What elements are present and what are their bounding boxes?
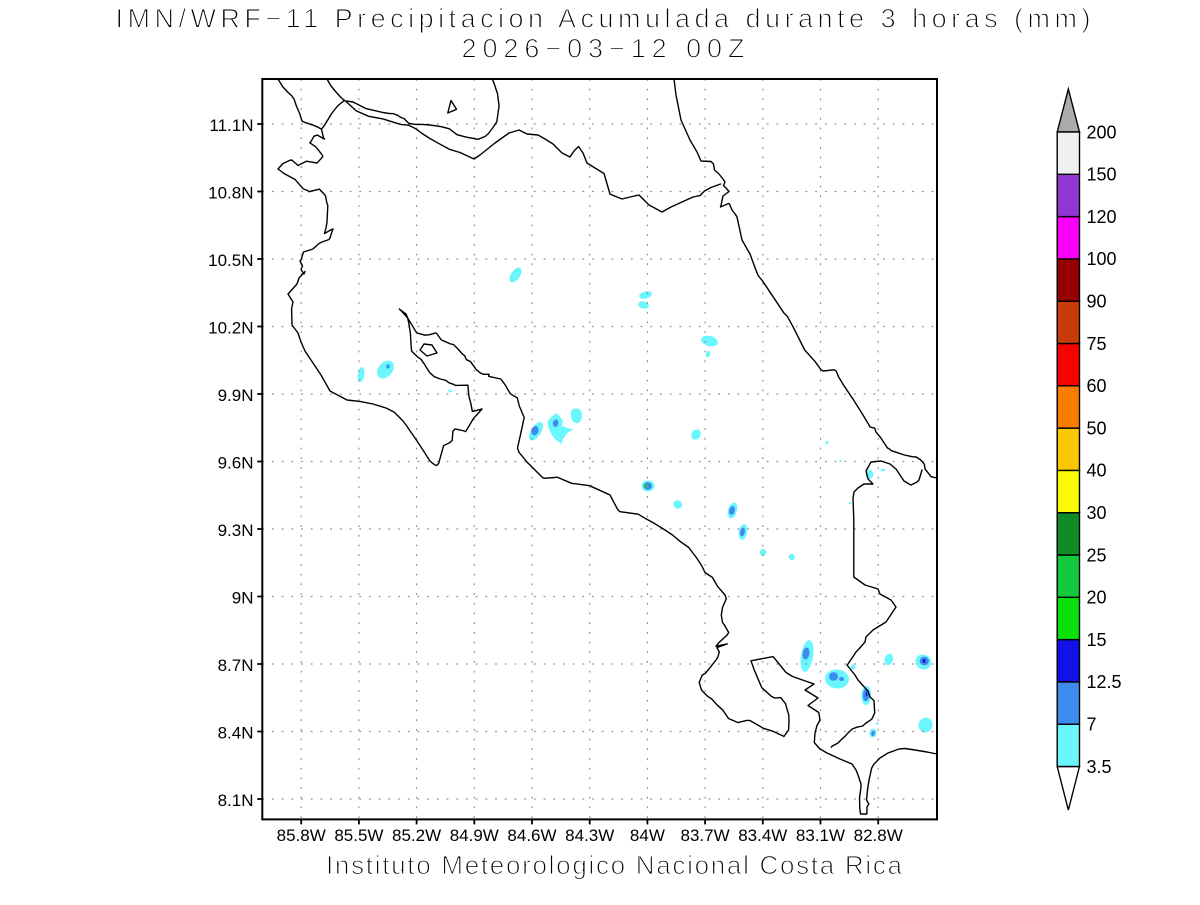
svg-text:200: 200 [1087,122,1117,142]
svg-text:8.4N: 8.4N [218,723,254,742]
svg-text:40: 40 [1087,461,1107,481]
svg-text:85.8W: 85.8W [277,826,326,845]
svg-text:9N: 9N [232,588,254,607]
svg-text:84.3W: 84.3W [565,826,614,845]
svg-text:30: 30 [1087,503,1107,523]
svg-text:75: 75 [1087,334,1107,354]
svg-text:10.5N: 10.5N [208,251,253,270]
svg-text:9.6N: 9.6N [218,453,254,472]
svg-text:9.9N: 9.9N [218,386,254,405]
svg-text:15: 15 [1087,630,1107,650]
svg-text:9.3N: 9.3N [218,521,254,540]
svg-text:10.8N: 10.8N [208,183,253,202]
svg-text:10.2N: 10.2N [208,318,253,337]
svg-text:150: 150 [1087,165,1117,185]
svg-text:82.8W: 82.8W [854,826,903,845]
svg-text:3.5: 3.5 [1087,757,1112,777]
svg-text:83.7W: 83.7W [681,826,730,845]
svg-text:90: 90 [1087,292,1107,312]
svg-text:120: 120 [1087,207,1117,227]
svg-text:84.9W: 84.9W [450,826,499,845]
svg-text:2026−03−12 00Z: 2026−03−12 00Z [462,33,745,63]
svg-text:7: 7 [1087,715,1097,735]
svg-text:83.1W: 83.1W [796,826,845,845]
svg-text:12.5: 12.5 [1087,672,1122,692]
svg-text:Instituto Meteorologico Nacion: Instituto Meteorologico Nacional Costa R… [326,850,903,880]
svg-text:100: 100 [1087,249,1117,269]
svg-text:50: 50 [1087,418,1107,438]
svg-text:83.4W: 83.4W [738,826,787,845]
svg-text:8.1N: 8.1N [218,791,254,810]
svg-text:11.1N: 11.1N [209,116,253,135]
svg-text:85.2W: 85.2W [392,826,441,845]
svg-text:25: 25 [1087,545,1107,565]
svg-text:84W: 84W [630,826,665,845]
svg-text:84.6W: 84.6W [507,826,556,845]
svg-text:85.5W: 85.5W [334,826,383,845]
svg-text:8.7N: 8.7N [218,656,254,675]
svg-text:60: 60 [1087,376,1107,396]
svg-text:20: 20 [1087,588,1107,608]
